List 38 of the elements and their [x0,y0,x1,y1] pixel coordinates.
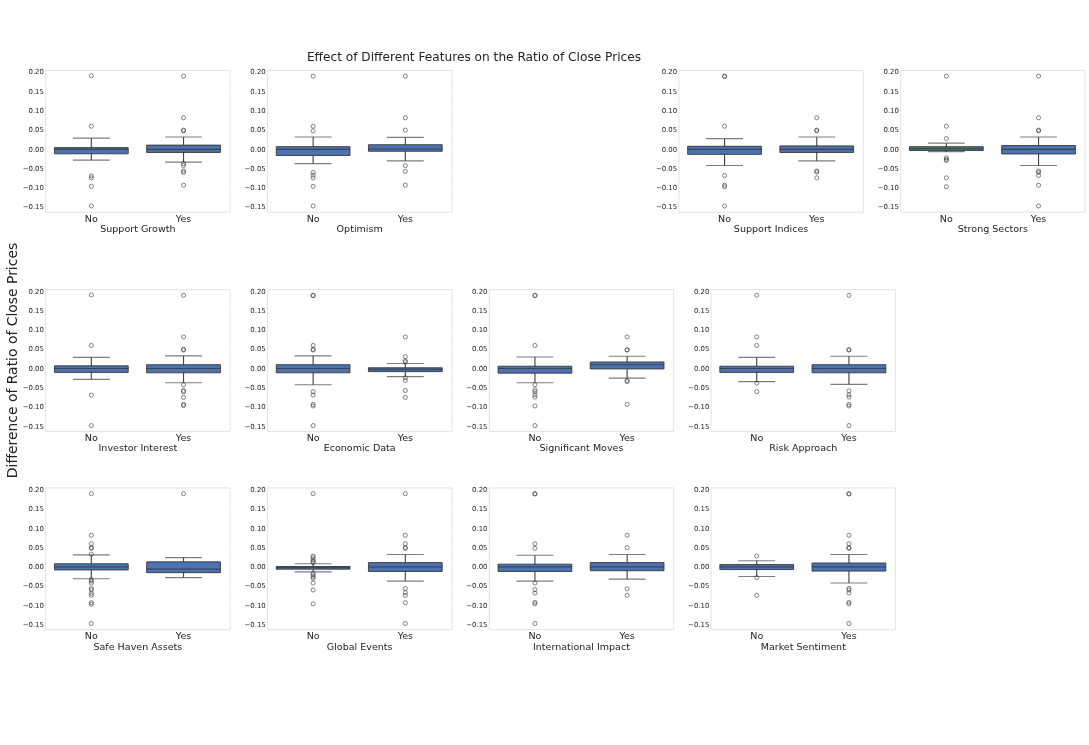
x-tick-label: No [84,212,98,224]
x-tick-label: No [528,630,542,642]
x-tick-label: Yes [396,431,414,443]
x-tick-label: No [750,630,764,642]
x-axis-title: Investor Interest [98,442,178,454]
x-tick-label: No [750,431,764,443]
x-tick-label: No [306,212,320,224]
x-tick-label: Yes [174,212,192,224]
x-tick-label: No [306,630,320,642]
x-tick-label: Yes [174,431,192,443]
x-tick-label: No [306,431,320,443]
x-axis-title: Support Indices [733,223,809,235]
x-tick-label: Yes [840,431,857,443]
x-tick-label: No [84,431,98,443]
y-axis-title: Difference of Ratio of Close Prices [3,242,20,479]
x-tick-label: Yes [1029,212,1047,224]
x-tick-label: Yes [618,630,635,642]
x-tick-label: Yes [618,431,635,443]
x-tick-label: No [84,630,98,642]
x-axis-title: Risk Approach [769,442,838,454]
x-axis-title: Market Sentiment [760,640,847,652]
x-tick-label: No [718,212,732,224]
x-axis-title: International Impact [532,640,631,652]
x-axis-title: Support Growth [100,223,176,235]
x-tick-label: Yes [808,212,825,224]
x-axis-title: Global Events [326,640,393,652]
chart-title: Effect of Different Features on the Ratio of Close Prices [306,49,642,64]
x-axis-title: Significant Moves [539,442,624,454]
x-tick-label: Yes [396,212,414,224]
x-tick-label: No [939,212,953,224]
x-tick-label: Yes [174,630,192,642]
x-tick-label: Yes [396,630,414,642]
x-axis-title: Optimism [336,223,383,235]
x-axis-title: Economic Data [323,442,396,454]
x-tick-label: No [528,431,542,443]
x-axis-title: Strong Sectors [957,223,1028,235]
x-tick-label: Yes [840,630,857,642]
x-axis-title: Safe Haven Assets [93,640,183,652]
